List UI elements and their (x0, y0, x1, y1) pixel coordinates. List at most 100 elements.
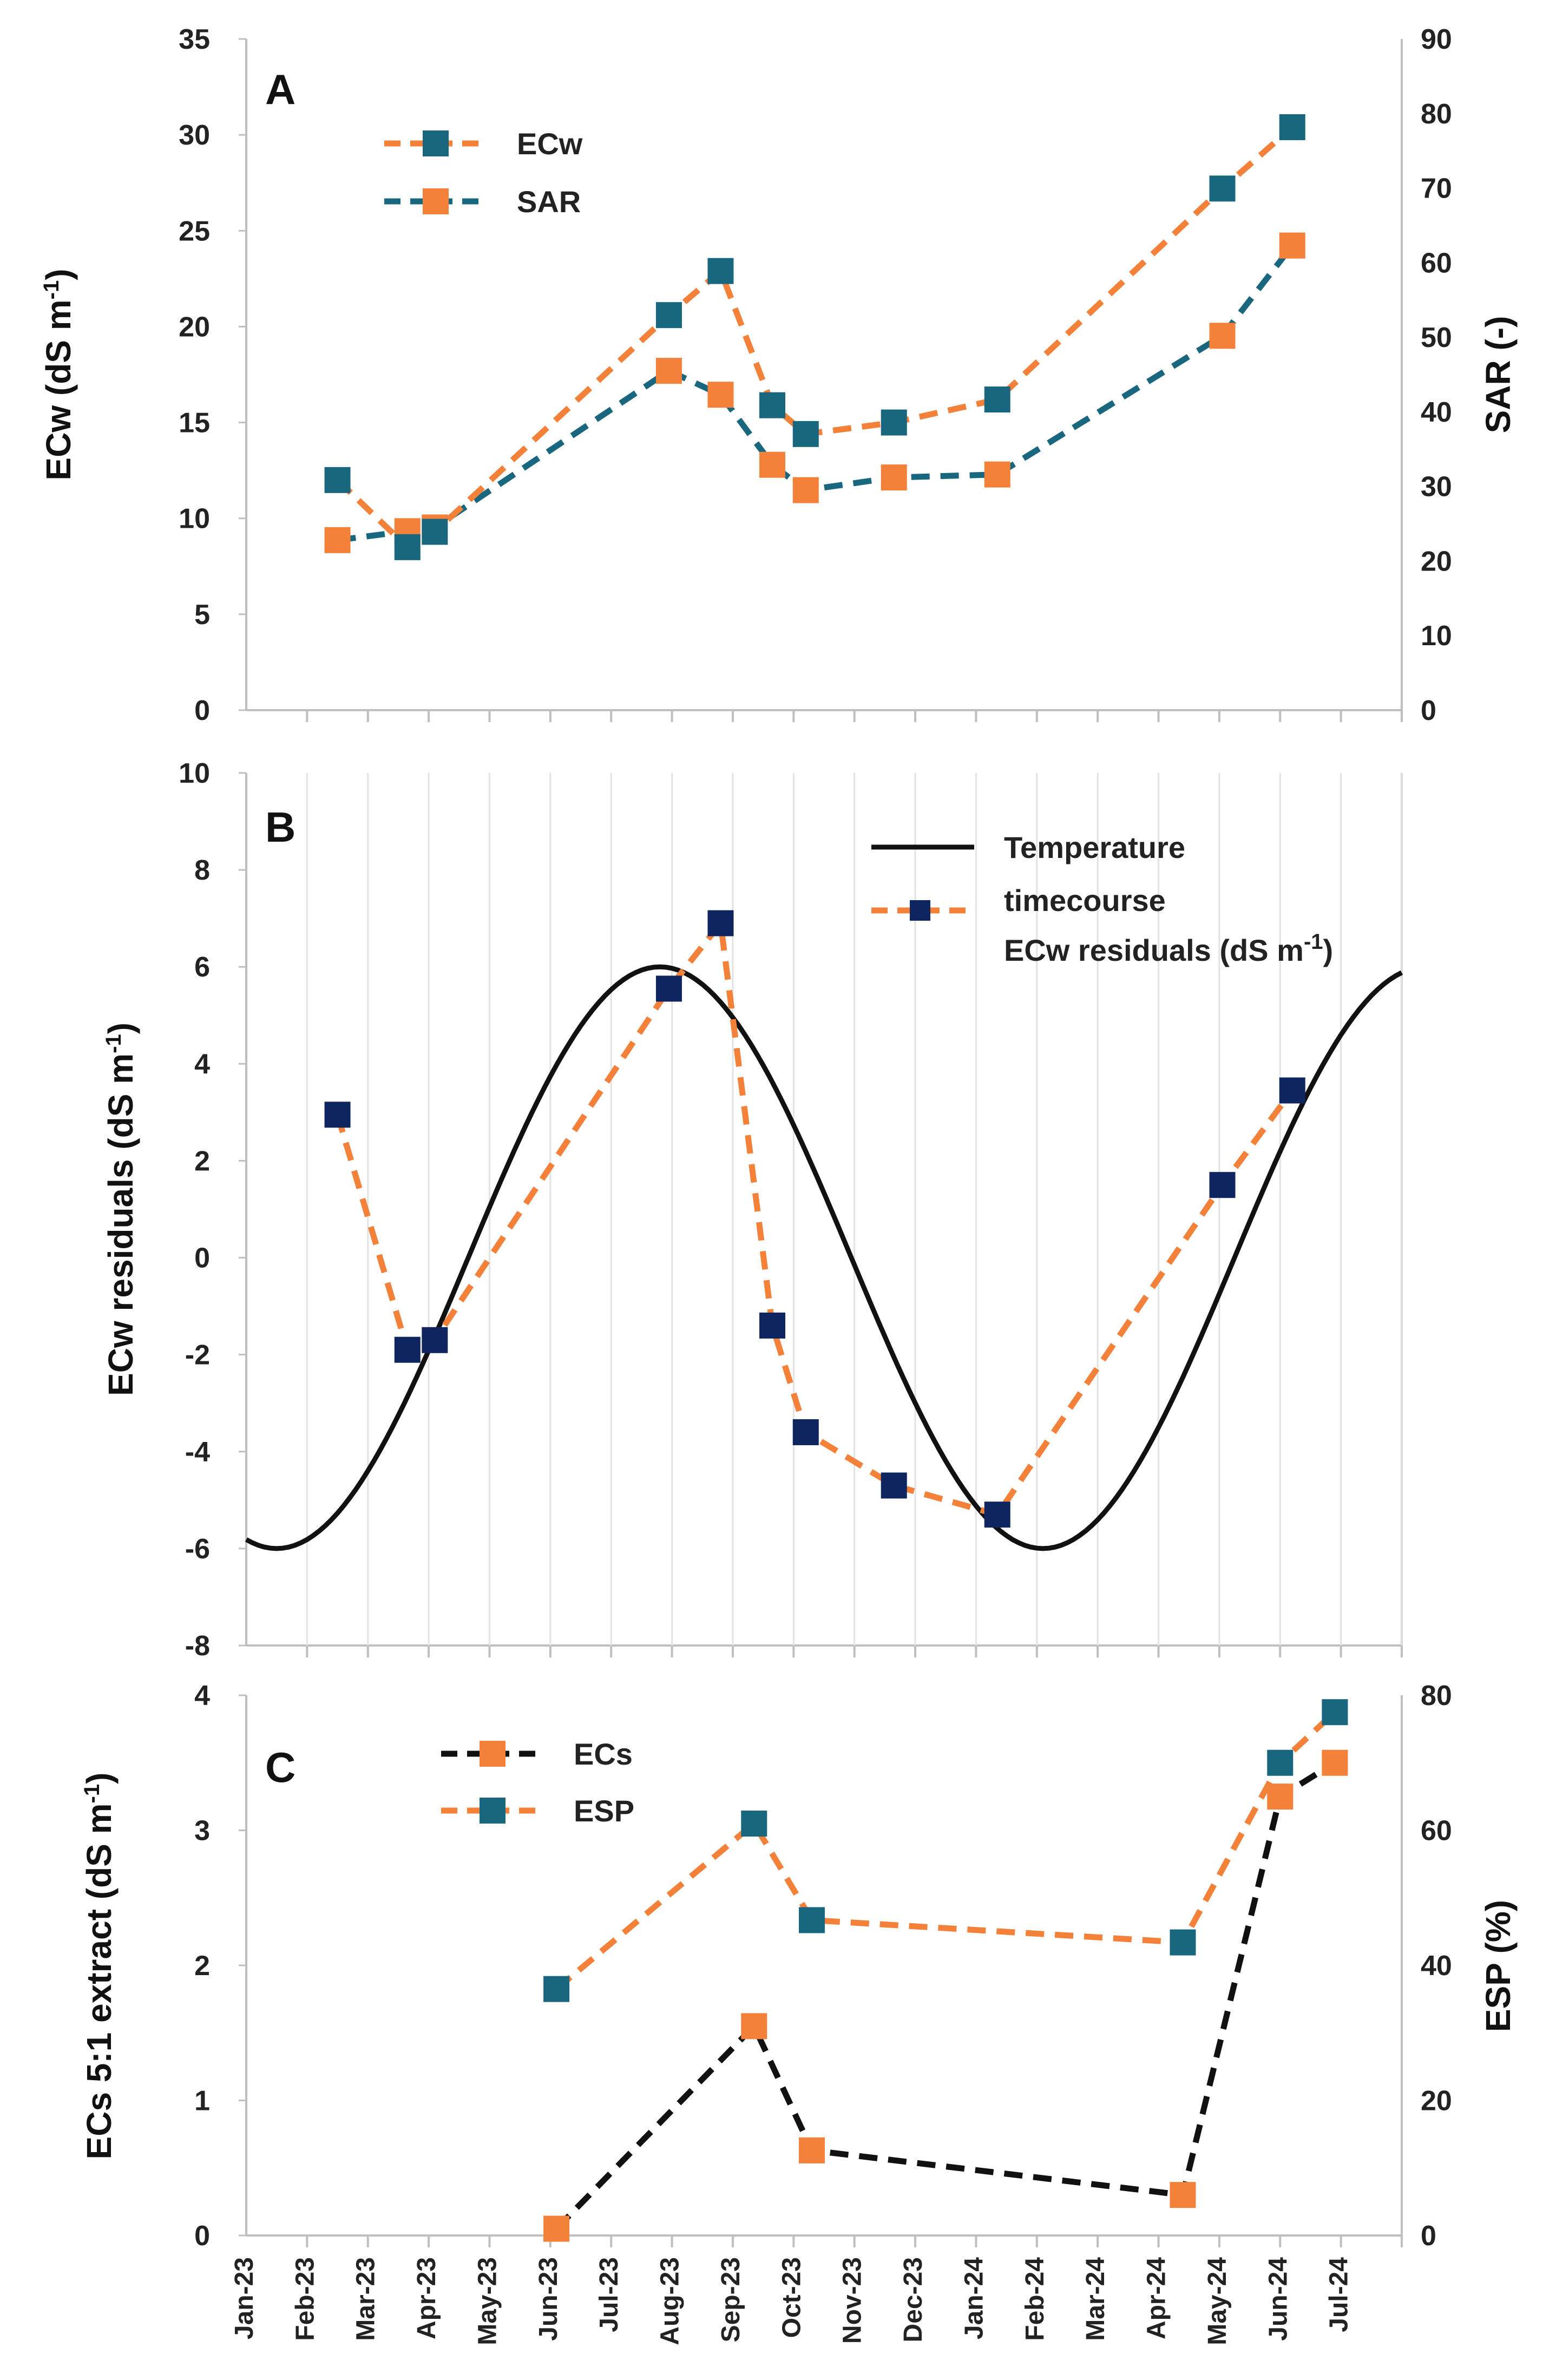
y-tick-label-left: 25 (179, 215, 210, 247)
x-tick-label: Nov-23 (838, 2257, 867, 2344)
data-point-ecw-residuals (707, 910, 734, 936)
y-tick-label-left: 3 (194, 1815, 210, 1847)
x-tick-label: Aug-23 (656, 2257, 685, 2345)
x-tick-label: May-23 (473, 2257, 502, 2345)
legend-marker-ecs (480, 1741, 505, 1767)
y-tick-label-left: 4 (194, 1680, 210, 1712)
x-tick-label: Jan-23 (230, 2257, 259, 2339)
legend-label-timecourse: timecourse (1004, 883, 1166, 917)
series-line-ecs (554, 1760, 1337, 2231)
legend-marker-ecw-residuals (910, 900, 930, 921)
x-tick-label: Dec-23 (899, 2257, 928, 2342)
legend-label-ecw-residuals: ECw residuals (dS m-1) (1004, 930, 1333, 967)
data-point-ecw-residuals (984, 1502, 1010, 1528)
legend-label-sar: SAR (517, 185, 581, 219)
y-tick-label-right: 0 (1421, 695, 1436, 726)
data-point-esp (741, 1811, 767, 1837)
data-point-sar (324, 527, 351, 553)
data-point-ecw (324, 467, 351, 493)
data-point-ecs (543, 2215, 570, 2242)
y-tick-label-left: 0 (194, 1243, 210, 1274)
x-tick-label: Jul-24 (1325, 2257, 1354, 2332)
data-point-sar (984, 461, 1010, 488)
legend-marker-sar (423, 188, 449, 214)
y-tick-label-right: 80 (1421, 99, 1452, 130)
data-point-ecw-residuals (394, 1336, 421, 1363)
data-point-ecw-residuals (881, 1472, 907, 1499)
data-point-ecw (792, 421, 819, 447)
y-tick-label-left: 0 (194, 2220, 210, 2252)
x-tick-label: Jun-23 (534, 2257, 563, 2341)
data-point-sar (655, 358, 682, 384)
y-tick-label-right: 20 (1421, 546, 1452, 577)
plot-area: 051015202530350102030405060708090AECwSAR… (39, 24, 1518, 2345)
y-tick-label-right: 20 (1421, 2086, 1452, 2117)
legend-marker-ecw (423, 130, 449, 156)
x-tick-label: Oct-23 (777, 2257, 806, 2338)
data-point-esp (543, 1976, 570, 2002)
x-tick-label: Jul-23 (595, 2257, 623, 2332)
y-tick-label-right: 60 (1421, 1815, 1452, 1847)
y-axis-title-left: ECs 5:1 extract (dS m-1) (80, 1773, 119, 2160)
data-point-esp (1267, 1749, 1294, 1776)
data-point-ecw-residuals (422, 1327, 448, 1353)
y-tick-label-left: -8 (185, 1630, 210, 1662)
data-point-ecw (707, 258, 734, 284)
y-tick-label-left: 0 (194, 695, 210, 726)
data-point-ecw (984, 386, 1010, 413)
data-point-ecw (655, 302, 682, 329)
x-tick-label: May-24 (1203, 2257, 1232, 2345)
data-point-ecw (759, 392, 785, 418)
y-tick-label-left: 20 (179, 311, 210, 343)
legend-marker-esp (480, 1798, 505, 1824)
data-point-ecs (1170, 2182, 1196, 2208)
y-tick-label-right: 0 (1421, 2220, 1436, 2252)
data-point-esp (1170, 1929, 1196, 1956)
y-tick-label-right: 80 (1421, 1680, 1452, 1712)
y-tick-label-right: 70 (1421, 173, 1452, 205)
x-tick-label: Feb-23 (291, 2257, 319, 2341)
x-tick-label: Mar-23 (352, 2257, 380, 2341)
y-tick-label-left: 8 (194, 855, 210, 886)
series-line-esp (554, 1710, 1337, 1991)
y-axis-title-right: ESP (%) (1479, 1900, 1518, 2032)
x-tick-label: Jan-24 (960, 2257, 988, 2339)
y-tick-label-right: 30 (1421, 471, 1452, 503)
data-point-ecs (799, 2137, 825, 2163)
y-tick-label-left: -4 (185, 1437, 210, 1468)
temperature-curve (245, 964, 1403, 1551)
data-point-ecw-residuals (1209, 1172, 1236, 1198)
data-point-ecw-residuals (1279, 1077, 1305, 1104)
legend-label-ecw: ECw (517, 127, 583, 161)
panel-label-b: B (265, 803, 296, 851)
data-point-ecw-residuals (655, 975, 682, 1002)
y-tick-label-left: 10 (179, 503, 210, 535)
y-tick-label-left: 15 (179, 408, 210, 439)
x-tick-label: Apr-24 (1143, 2257, 1171, 2339)
x-tick-label: Mar-24 (1081, 2257, 1110, 2341)
y-tick-label-right: 90 (1421, 24, 1452, 55)
data-point-sar (1279, 232, 1305, 259)
data-point-ecw (1209, 175, 1236, 202)
data-point-esp (799, 1907, 825, 1933)
y-axis-title: ECw residuals (dS m-1) (101, 1022, 140, 1396)
y-tick-label-left: -2 (185, 1340, 210, 1371)
legend-label-temperature: Temperature (1004, 830, 1185, 864)
y-tick-label-right: 60 (1421, 247, 1452, 279)
data-point-sar (707, 382, 734, 408)
x-tick-label: Sep-23 (717, 2257, 745, 2342)
y-tick-label-left: 1 (194, 2086, 210, 2117)
data-point-ecw-residuals (324, 1102, 351, 1128)
x-tick-label: Jun-24 (1264, 2257, 1292, 2341)
y-tick-label-right: 50 (1421, 322, 1452, 353)
data-point-ecs (1267, 1784, 1294, 1810)
data-point-ecw-residuals (759, 1312, 785, 1339)
data-point-ecw (394, 534, 421, 560)
y-tick-label-left: 10 (179, 758, 210, 789)
data-point-ecw-residuals (792, 1419, 819, 1445)
data-point-sar (1209, 323, 1236, 349)
data-point-ecw (422, 519, 448, 545)
legend-label-esp: ESP (574, 1794, 634, 1828)
y-tick-label-left: 2 (194, 1950, 210, 1982)
